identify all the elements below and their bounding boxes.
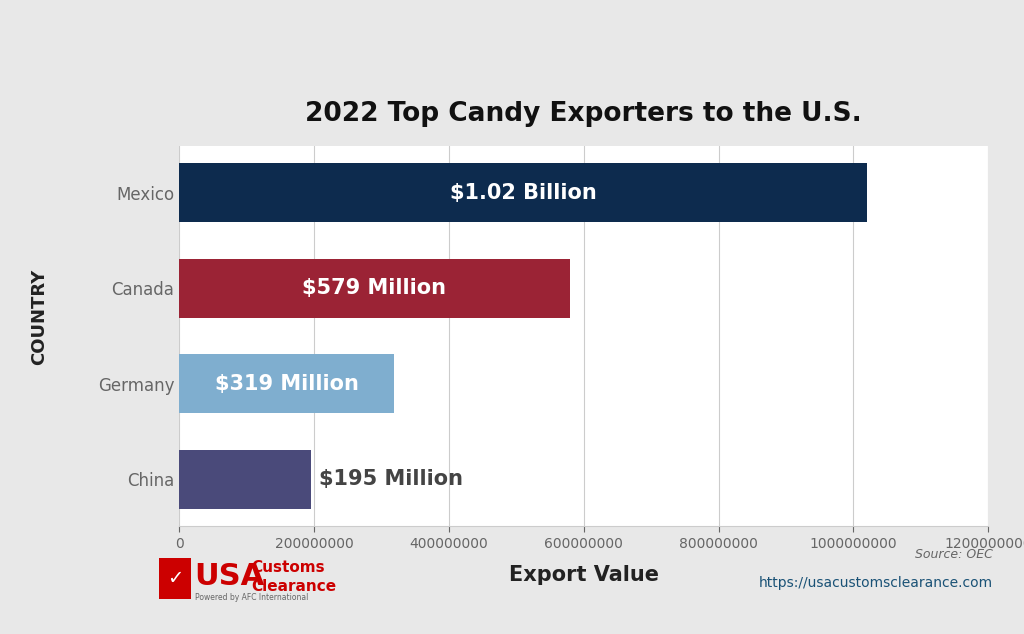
Text: ✓: ✓ [167,569,183,588]
Text: $1.02 Billion: $1.02 Billion [450,183,596,203]
Bar [179,163,866,223]
Text: $195 Million: $195 Million [318,469,463,489]
Bar [179,354,394,413]
Bar [179,259,569,318]
Text: https://usacustomsclearance.com: https://usacustomsclearance.com [759,576,993,590]
Bar [179,450,310,509]
X-axis label: Export Value: Export Value [509,564,658,585]
Text: Powered by AFC International: Powered by AFC International [195,593,308,602]
Text: $319 Million: $319 Million [215,374,358,394]
Title: 2022 Top Candy Exporters to the U.S.: 2022 Top Candy Exporters to the U.S. [305,101,862,127]
Text: USA: USA [195,562,265,592]
Text: Source: OEC: Source: OEC [915,563,993,576]
Text: Customs: Customs [251,560,325,575]
Text: Source: OEC: Source: OEC [915,548,993,561]
Text: $579 Million: $579 Million [302,278,446,298]
Text: COUNTRY: COUNTRY [30,269,48,365]
Text: Clearance: Clearance [251,579,336,594]
